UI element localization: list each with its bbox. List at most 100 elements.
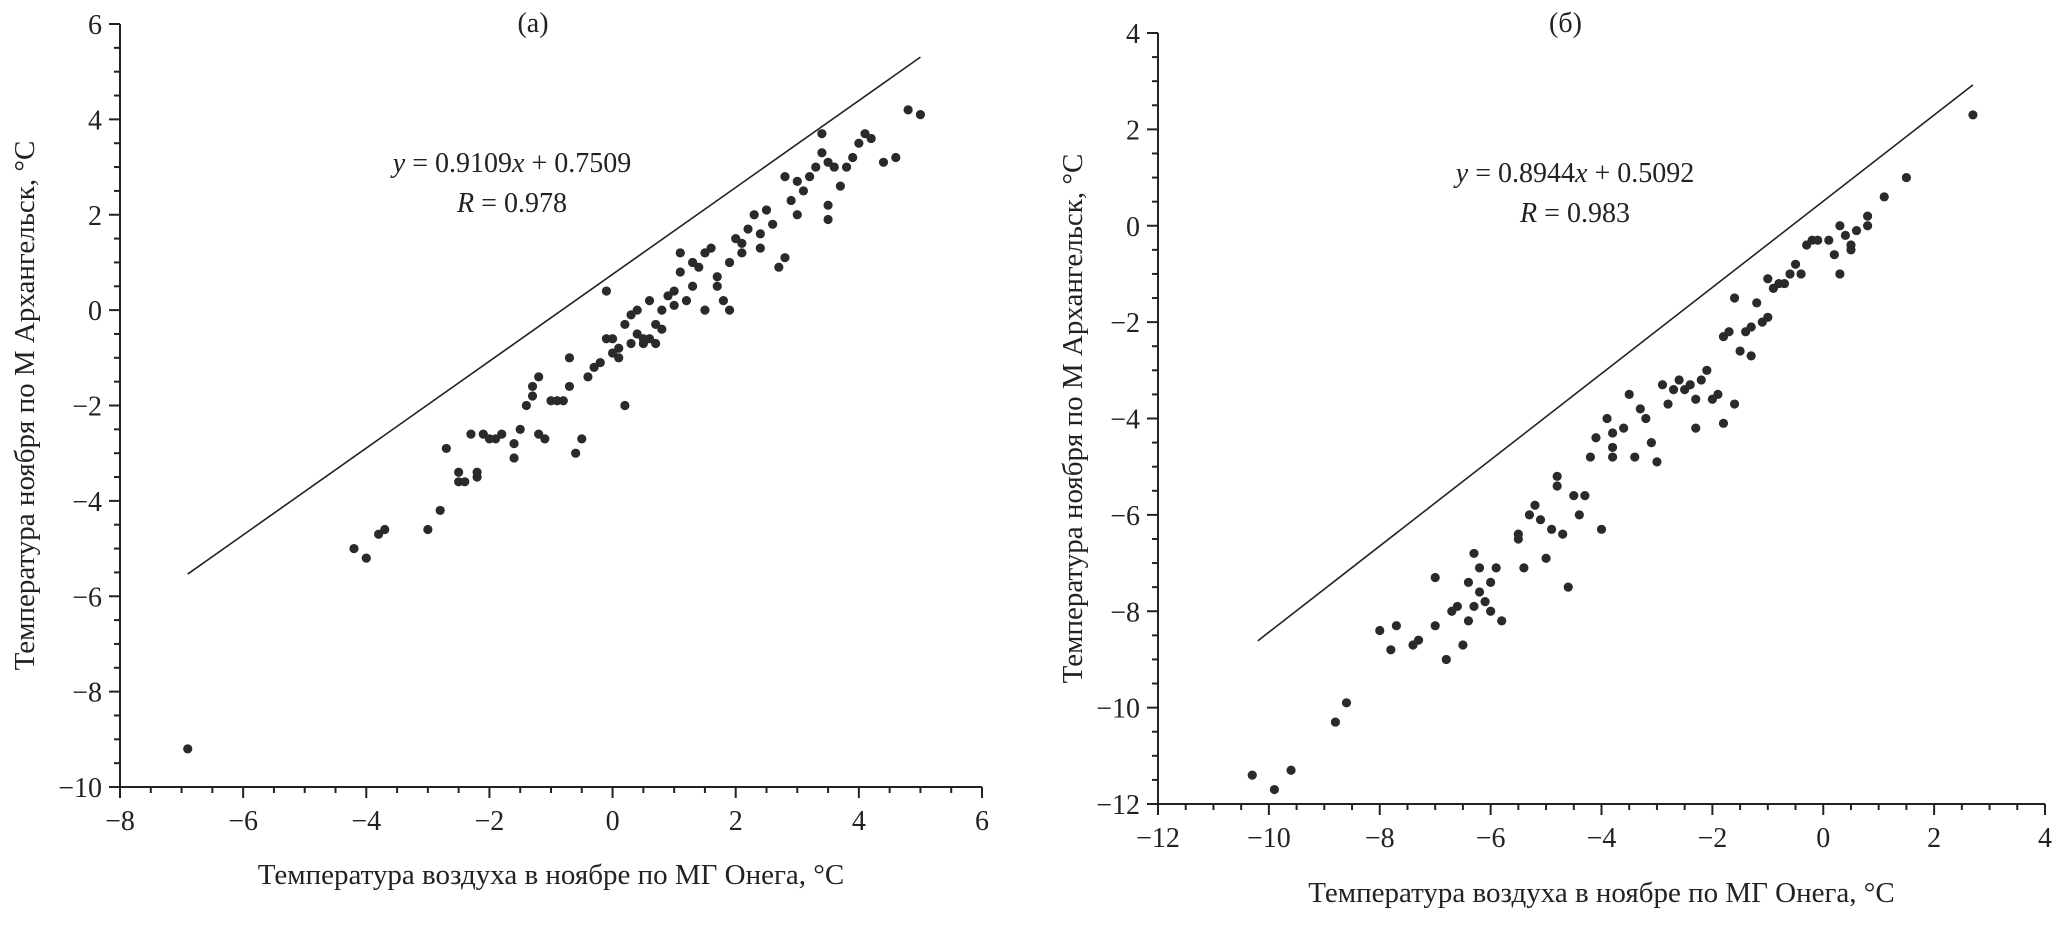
y-tick-label: −10 (58, 773, 102, 804)
data-point (1763, 274, 1773, 284)
data-point (620, 319, 630, 330)
data-point (1474, 587, 1485, 597)
data-point (1879, 192, 1889, 202)
y-tick-label: −6 (72, 582, 102, 613)
data-point (811, 162, 821, 172)
data-point (1441, 654, 1451, 665)
data-point (577, 434, 587, 444)
data-point (1602, 413, 1612, 424)
data-point (657, 305, 667, 315)
data-point (669, 286, 679, 296)
data-point (1452, 601, 1462, 612)
data-point (1735, 346, 1745, 356)
data-point (749, 210, 759, 220)
y-tick-label: −4 (72, 487, 102, 518)
data-point (632, 305, 642, 315)
data-point (1524, 510, 1535, 520)
data-point (829, 162, 839, 172)
y-axis-label: Температура ноября по М Архангельск, °С (1057, 154, 1089, 684)
data-point (1824, 235, 1834, 245)
data-point (1552, 481, 1562, 491)
data-point (1851, 225, 1862, 236)
data-point (848, 152, 858, 163)
data-point (866, 133, 876, 144)
y-tick-label: −8 (1110, 597, 1140, 628)
y-tick-label: 0 (88, 296, 102, 327)
data-point (441, 443, 451, 454)
data-point (527, 381, 538, 392)
data-point (509, 453, 519, 463)
data-point (694, 262, 704, 272)
data-point (349, 543, 359, 554)
data-point (1835, 269, 1845, 279)
y-tick-label: 2 (1126, 115, 1140, 146)
data-point (183, 744, 193, 754)
data-point (675, 248, 685, 258)
data-point (1569, 491, 1579, 501)
data-point (1463, 616, 1474, 626)
data-point (1696, 375, 1706, 385)
data-point (583, 372, 593, 382)
x-tick-label: −8 (105, 806, 135, 837)
y-tick-label: 4 (1126, 19, 1140, 50)
data-point (1330, 717, 1340, 727)
data-point (1541, 553, 1551, 563)
y-tick-label: −4 (1110, 405, 1140, 436)
data-point (737, 248, 747, 258)
data-point (1691, 423, 1701, 433)
data-point (1846, 245, 1856, 255)
data-point (798, 186, 809, 196)
data-point (817, 129, 827, 139)
data-point (1474, 563, 1485, 573)
data-point (1646, 437, 1656, 448)
data-point (1563, 582, 1573, 592)
x-tick-label: −4 (1587, 823, 1617, 854)
data-point (1607, 442, 1618, 453)
data-point (780, 172, 790, 182)
data-points (183, 105, 926, 754)
data-point (712, 281, 722, 291)
data-point (1386, 645, 1396, 655)
x-tick-label: 4 (852, 806, 866, 837)
data-point (1552, 471, 1562, 481)
data-point (1591, 433, 1601, 443)
data-point (1835, 221, 1845, 231)
data-point (854, 138, 864, 148)
data-point (1813, 235, 1823, 245)
data-point (1968, 110, 1978, 120)
x-tick-label: 4 (2038, 823, 2052, 854)
data-point (1558, 529, 1568, 539)
x-tick-label: −6 (228, 806, 258, 837)
data-point (891, 152, 901, 163)
data-point (700, 305, 710, 315)
data-point (657, 324, 667, 334)
data-point (1668, 384, 1679, 395)
data-point (706, 243, 716, 253)
x-tick-label: −2 (475, 806, 505, 837)
data-point (540, 434, 550, 444)
data-point (509, 439, 519, 449)
data-point (601, 286, 612, 296)
data-point (1729, 399, 1740, 409)
regression-line (187, 56, 921, 575)
y-tick-label: 6 (88, 10, 102, 41)
data-point (1491, 563, 1501, 573)
data-point (1458, 640, 1468, 650)
x-tick-label: −12 (1136, 823, 1180, 854)
data-point (1724, 327, 1734, 337)
data-points (1247, 110, 1978, 795)
data-point (1796, 269, 1806, 279)
data-point (1691, 394, 1701, 404)
data-point (712, 272, 722, 282)
data-point (564, 353, 575, 363)
data-point (1286, 765, 1296, 775)
data-point (1641, 413, 1651, 424)
panel-label: (а) (517, 8, 548, 39)
data-point (1674, 375, 1684, 385)
data-point (1718, 418, 1729, 428)
y-tick-label: 0 (1126, 212, 1140, 243)
data-point (718, 295, 729, 306)
data-point (595, 357, 605, 368)
data-point (614, 343, 624, 353)
